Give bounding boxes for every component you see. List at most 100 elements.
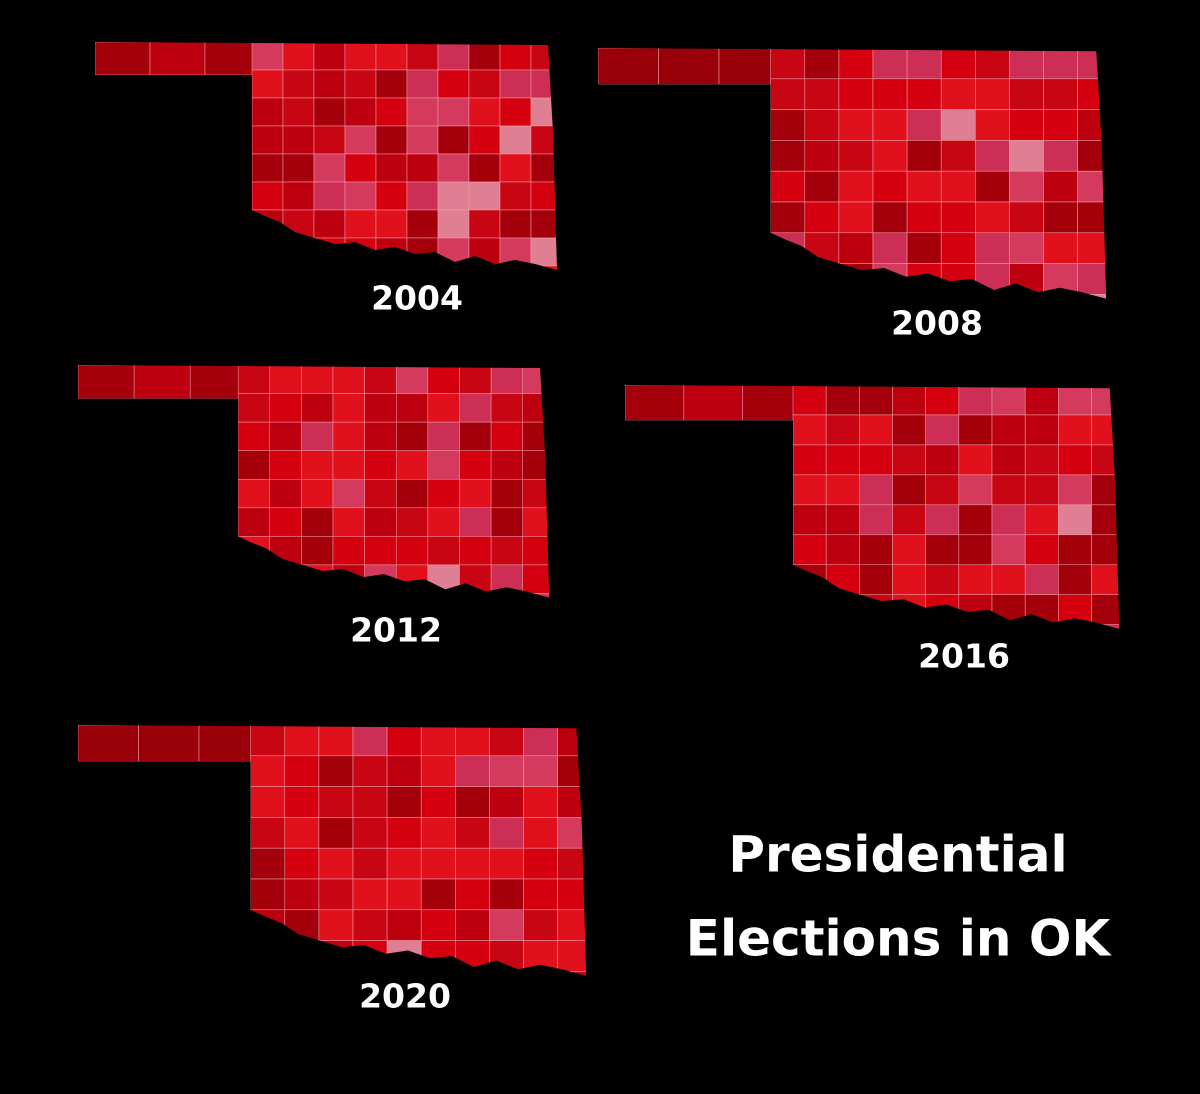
county [792,534,827,566]
county [386,847,422,880]
county [237,421,271,451]
county [406,209,439,239]
county [395,478,429,509]
county [906,78,942,110]
county [530,237,557,267]
county [1058,444,1092,476]
county [251,181,284,211]
county [872,201,908,234]
county [1043,109,1078,141]
county [838,109,874,141]
county [489,755,524,787]
county [250,817,286,849]
county [1058,385,1092,416]
county [284,725,320,757]
county [1091,564,1120,595]
county [237,365,271,394]
county [499,153,532,183]
year-label: 2020 [359,977,451,1016]
county [269,450,302,480]
county [459,421,492,451]
county [332,365,365,394]
county [906,48,942,80]
county [427,450,460,480]
county [318,909,354,941]
county [269,393,302,423]
county [352,847,388,880]
county [1009,140,1044,172]
county [872,140,908,172]
county [991,534,1026,566]
county [892,474,926,506]
county [437,153,470,183]
county [468,42,501,71]
county [455,847,490,880]
county [250,725,286,757]
county [940,140,976,172]
county [792,504,827,536]
county [598,48,659,85]
county [530,153,557,183]
county [251,42,284,71]
county [386,817,422,849]
county [859,444,893,476]
county [991,385,1026,416]
county [499,125,532,155]
county [364,393,397,423]
county [1009,109,1044,141]
county [1091,504,1120,536]
county [1009,48,1044,80]
county [332,421,365,451]
county [344,125,377,155]
county [364,365,397,394]
county [386,755,422,787]
county [459,450,492,480]
county [313,209,346,239]
county [991,474,1026,506]
county [344,42,377,71]
county [991,414,1026,446]
county [792,474,827,506]
county [906,109,942,141]
county [395,450,429,480]
county [804,109,840,141]
county [1058,504,1092,536]
county [301,507,334,537]
county [332,478,365,509]
county [344,209,377,239]
county [468,69,501,99]
county [859,534,893,566]
county [455,909,490,941]
county [523,817,558,849]
county [352,817,388,849]
county [940,78,976,110]
county [237,478,271,509]
state-map: 2016 [625,385,1120,676]
county [838,140,874,172]
county [557,940,587,972]
county [991,564,1026,595]
county [892,444,926,476]
county [406,153,439,183]
county [284,817,320,849]
county [906,140,942,172]
county [318,847,354,880]
counties [625,385,1120,629]
county [859,385,893,416]
county [1058,414,1092,446]
county [437,97,470,127]
county [364,536,397,566]
county [420,755,456,787]
county [940,109,976,141]
county [925,474,960,506]
county [925,534,960,566]
county [523,847,558,880]
county [237,507,271,537]
county [1058,534,1092,566]
county [872,48,908,80]
county [420,786,456,818]
county [282,69,315,99]
county [557,847,587,880]
county [284,786,320,818]
